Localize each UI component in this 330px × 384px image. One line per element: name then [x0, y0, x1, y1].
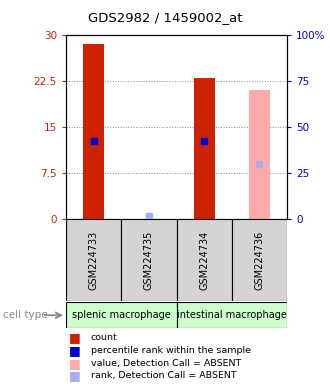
- Text: cell type: cell type: [3, 310, 48, 320]
- Bar: [121, 219, 177, 301]
- Text: GSM224736: GSM224736: [254, 230, 264, 290]
- Bar: [83, 44, 104, 219]
- Text: GSM224734: GSM224734: [199, 230, 209, 290]
- Bar: [232, 219, 287, 301]
- Text: GDS2982 / 1459002_at: GDS2982 / 1459002_at: [88, 11, 242, 24]
- Text: ■: ■: [69, 357, 81, 370]
- Text: count: count: [91, 333, 117, 343]
- Bar: [177, 219, 232, 301]
- Text: value, Detection Call = ABSENT: value, Detection Call = ABSENT: [91, 359, 241, 368]
- Text: rank, Detection Call = ABSENT: rank, Detection Call = ABSENT: [91, 371, 236, 381]
- Text: ■: ■: [69, 344, 81, 357]
- Text: splenic macrophage: splenic macrophage: [72, 310, 171, 320]
- Bar: [194, 78, 215, 219]
- Text: ■: ■: [69, 369, 81, 382]
- Text: ■: ■: [69, 331, 81, 344]
- Text: GSM224733: GSM224733: [89, 230, 99, 290]
- Bar: [66, 219, 121, 301]
- Bar: [177, 302, 287, 328]
- Bar: [66, 302, 177, 328]
- Bar: [249, 90, 270, 219]
- Text: GSM224735: GSM224735: [144, 230, 154, 290]
- Text: intestinal macrophage: intestinal macrophage: [177, 310, 287, 320]
- Text: percentile rank within the sample: percentile rank within the sample: [91, 346, 251, 355]
